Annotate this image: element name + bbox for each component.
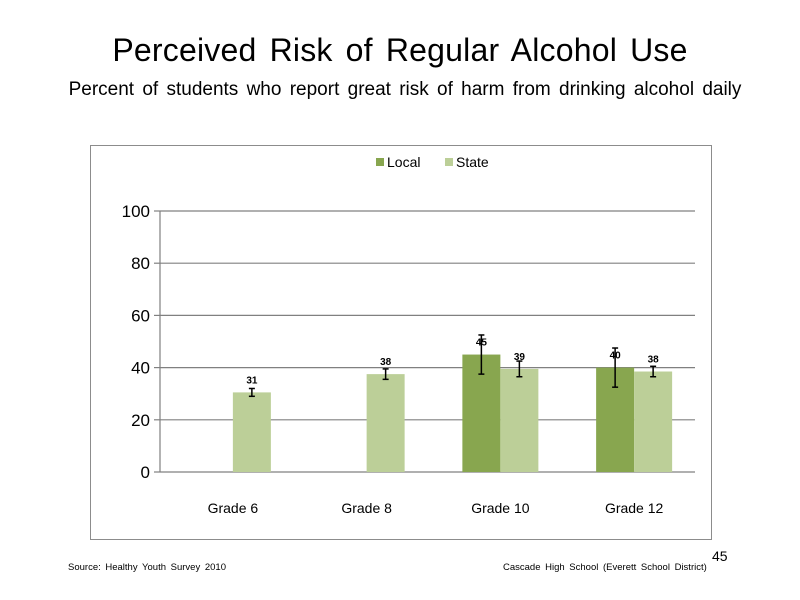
x-tick-label: Grade 10 — [471, 500, 530, 516]
y-tick-label: 20 — [131, 411, 150, 430]
y-tick-label: 100 — [122, 202, 150, 221]
data-label: 31 — [246, 375, 258, 386]
data-label: 38 — [648, 355, 660, 366]
data-label: 39 — [514, 352, 526, 363]
bar-state — [232, 392, 271, 472]
page-number: 45 — [712, 548, 728, 564]
bar-state — [366, 374, 405, 472]
school-note: Cascade High School (Everett School Dist… — [503, 562, 707, 573]
x-tick-label: Grade 12 — [605, 500, 664, 516]
slide-title: Perceived Risk of Regular Alcohol Use — [112, 32, 688, 68]
y-tick-label: 80 — [131, 254, 150, 273]
y-tick-label: 60 — [131, 306, 150, 325]
bar-state — [634, 371, 673, 472]
legend-label-local: Local — [387, 154, 420, 170]
legend-swatch-state — [445, 158, 453, 166]
slide-subtitle: Percent of students who report great ris… — [68, 79, 742, 100]
source-note: Source: Healthy Youth Survey 2010 — [68, 562, 226, 573]
legend-label-state: State — [456, 154, 489, 170]
bar-state — [500, 368, 539, 472]
x-tick-label: Grade 8 — [341, 500, 392, 516]
x-tick-label: Grade 6 — [208, 500, 259, 516]
y-tick-label: 40 — [131, 359, 150, 378]
y-tick-label: 0 — [141, 463, 150, 482]
legend-swatch-local — [376, 158, 384, 166]
data-label: 38 — [380, 357, 392, 368]
